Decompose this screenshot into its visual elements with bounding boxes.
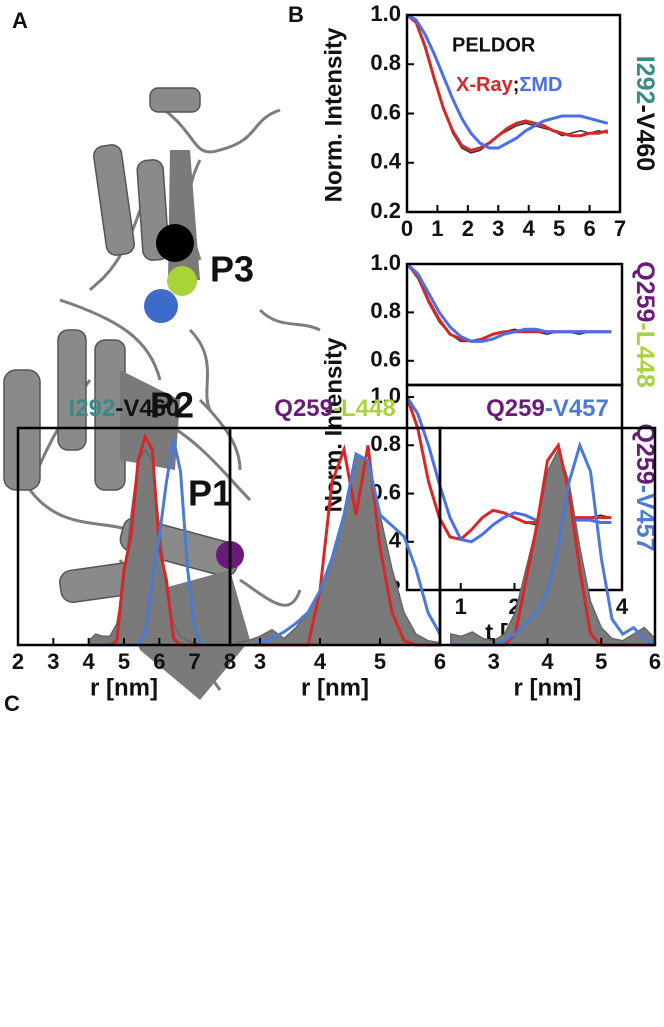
x-tick-label: 5 [595, 649, 607, 674]
y-tick-label: 0.2 [370, 198, 401, 223]
spin-label-sphere [144, 289, 178, 323]
legend-entry: X-Ray [456, 74, 514, 96]
x-tick-label: 7 [614, 216, 626, 241]
helix [57, 329, 87, 451]
y-tick-label: 0.4 [370, 149, 401, 174]
label-part: -V460 [115, 395, 179, 422]
curve [406, 13, 609, 150]
x-axis-label: r [nm] [514, 674, 582, 701]
x-tick-label: 3 [492, 216, 504, 241]
label-part: I292 [69, 395, 116, 422]
x-tick-label: 5 [553, 216, 565, 241]
y-tick-label: 1.0 [370, 383, 401, 408]
panel-label: A [12, 8, 28, 33]
x-axis-label: r [nm] [90, 674, 158, 701]
x-tick-label: 4 [541, 649, 554, 674]
label-part: I292 [631, 56, 659, 105]
domain-label: P3 [210, 249, 254, 290]
panel-title: Q259-V457 [486, 395, 609, 422]
x-tick-label: 1 [455, 594, 467, 619]
x-tick-label: 6 [649, 649, 661, 674]
label-part: -L448 [333, 395, 396, 422]
x-tick-label: 2 [462, 216, 474, 241]
pair-label: Q259-L448 [631, 261, 659, 388]
x-tick-label: 0 [401, 216, 413, 241]
y-tick-label: 0.8 [370, 50, 401, 75]
helix [149, 87, 201, 113]
legend-entry: PELDOR [452, 34, 536, 56]
label-part: Q259 [274, 395, 333, 422]
distribution-area [87, 448, 202, 646]
y-tick-label: 1.0 [370, 250, 401, 275]
x-tick-label: 3 [488, 649, 500, 674]
x-tick-label: 4 [616, 594, 629, 619]
y-tick-label: 0.8 [370, 431, 401, 456]
domain-label: P2 [150, 385, 194, 426]
x-tick-label: 4 [314, 649, 327, 674]
label-part: Q259 [631, 261, 659, 322]
legend-entry: ; [513, 74, 520, 96]
plot-frame [405, 262, 624, 387]
spin-label-sphere [156, 224, 194, 262]
y-axis-label: Norm. Intensity [320, 27, 347, 202]
helix [3, 369, 41, 491]
curve [406, 263, 612, 343]
legend: X-Ray;ΣMD [456, 74, 562, 96]
legend-entry: ΣMD [519, 74, 562, 96]
label-part: Q259 [486, 395, 545, 422]
x-axis-label: r [nm] [301, 674, 369, 701]
curve [406, 13, 609, 153]
domain-label: P1 [188, 473, 232, 514]
label-part: -L448 [631, 322, 659, 387]
x-tick-label: 6 [583, 216, 595, 241]
x-tick-label: 1 [431, 216, 443, 241]
x-tick-label: 3 [254, 649, 266, 674]
label-part: -V460 [631, 104, 659, 171]
panel-label: B [288, 2, 304, 27]
x-tick-label: 5 [118, 649, 130, 674]
y-tick-label: 0.6 [370, 347, 401, 372]
x-tick-label: 7 [189, 649, 201, 674]
sheet [120, 370, 180, 470]
x-tick-label: 6 [153, 649, 165, 674]
x-tick-label: 3 [47, 649, 59, 674]
y-axis-label: Norm. Intensity [320, 337, 347, 512]
panel-title: I292-V460 [69, 395, 180, 422]
x-tick-label: 2 [12, 649, 24, 674]
curve [236, 451, 442, 647]
panel-label: C [4, 691, 20, 716]
x-tick-label: 4 [523, 216, 536, 241]
panel-title: Q259-L448 [274, 395, 395, 422]
x-tick-label: 6 [434, 649, 446, 674]
pair-label: I292-V460 [631, 56, 659, 171]
y-tick-label: 1.0 [370, 1, 401, 26]
spin-label-sphere [167, 266, 197, 296]
x-tick-label: 4 [83, 649, 96, 674]
label-part: -V457 [545, 395, 609, 422]
y-tick-label: 0.6 [370, 99, 401, 124]
x-tick-label: 8 [224, 649, 236, 674]
curve [405, 262, 612, 343]
y-tick-label: 0.8 [370, 298, 401, 323]
helix [93, 144, 135, 256]
x-tick-label: 5 [374, 649, 386, 674]
